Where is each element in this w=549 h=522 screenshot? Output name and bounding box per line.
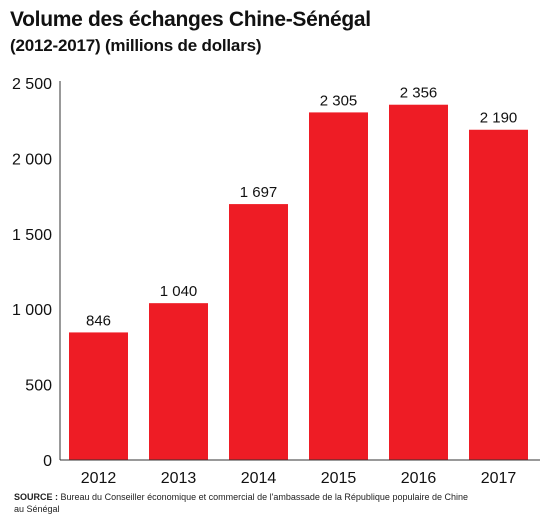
x-tick-label: 2017 xyxy=(481,470,517,487)
chart-title: Volume des échanges Chine-Sénégal xyxy=(10,8,371,31)
source-text: Bureau du Conseiller économique et comme… xyxy=(14,492,468,514)
y-tick-label: 2 000 xyxy=(12,151,52,168)
x-tick-label: 2014 xyxy=(241,470,277,487)
x-tick-label: 2013 xyxy=(161,470,197,487)
bar xyxy=(309,112,368,460)
bar-value-label: 1 697 xyxy=(240,184,278,201)
bar-value-label: 1 040 xyxy=(160,283,198,300)
y-tick-label: 500 xyxy=(25,378,52,395)
x-tick-label: 2016 xyxy=(401,470,437,487)
bar-value-label: 2 356 xyxy=(400,85,438,102)
bar xyxy=(389,104,448,460)
y-tick-label: 1 500 xyxy=(12,227,52,244)
y-tick-label: 1 000 xyxy=(12,302,52,319)
x-tick-label: 2012 xyxy=(81,470,117,487)
bar xyxy=(149,303,208,460)
y-tick-label: 2 500 xyxy=(12,76,52,93)
bar-value-label: 2 305 xyxy=(320,92,358,109)
x-tick-label: 2015 xyxy=(321,470,357,487)
bar xyxy=(69,332,128,460)
source-label: SOURCE : xyxy=(14,492,59,502)
source-note: SOURCE : Bureau du Conseiller économique… xyxy=(14,491,474,515)
bar xyxy=(229,204,288,460)
y-tick-label: 0 xyxy=(43,453,52,470)
bar-value-label: 2 190 xyxy=(480,110,518,127)
bar-value-label: 846 xyxy=(86,312,111,329)
bar xyxy=(469,129,528,461)
chart-subtitle: (2012-2017) (millions de dollars) xyxy=(10,36,262,55)
